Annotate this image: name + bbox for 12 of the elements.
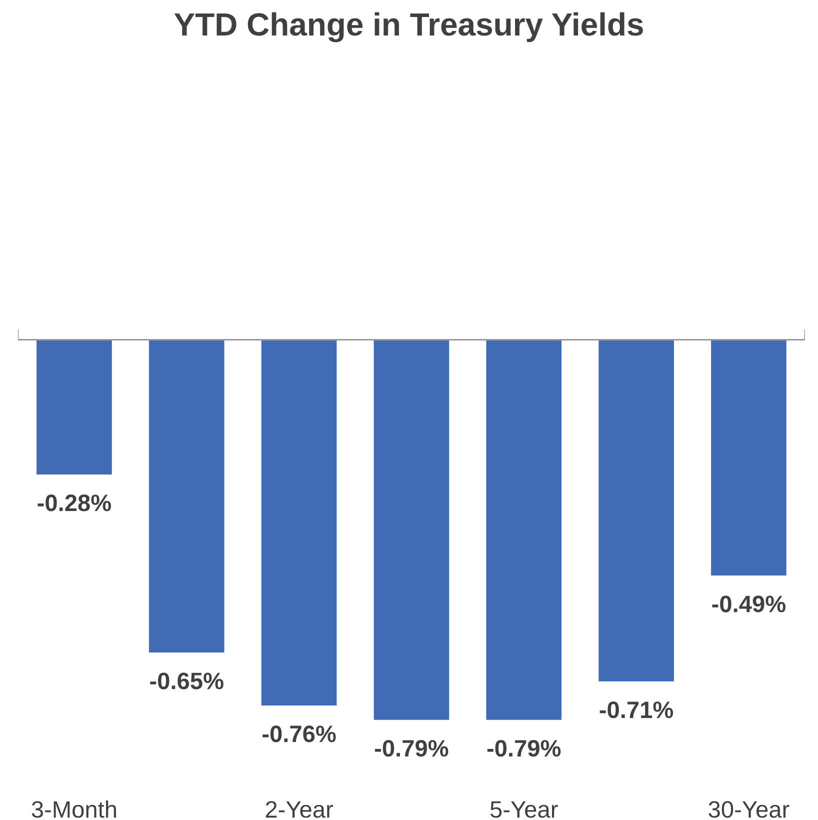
data-label: -0.71%: [600, 701, 674, 718]
x-tick-label: 3-Month: [32, 800, 116, 818]
data-label: -0.49%: [712, 596, 786, 612]
data-label: -0.79%: [374, 740, 448, 757]
x-tick-label: 30-Year: [708, 801, 790, 818]
x-tick-label: 2-Year: [266, 801, 334, 818]
data-label: -0.28%: [38, 494, 111, 512]
chart-title: YTD Change in Treasury Yields: [174, 12, 643, 42]
data-label: -0.65%: [150, 672, 224, 690]
x-tick-label: 5-Year: [490, 801, 558, 818]
data-label: -0.76%: [262, 726, 336, 742]
data-label: -0.79%: [487, 740, 561, 757]
